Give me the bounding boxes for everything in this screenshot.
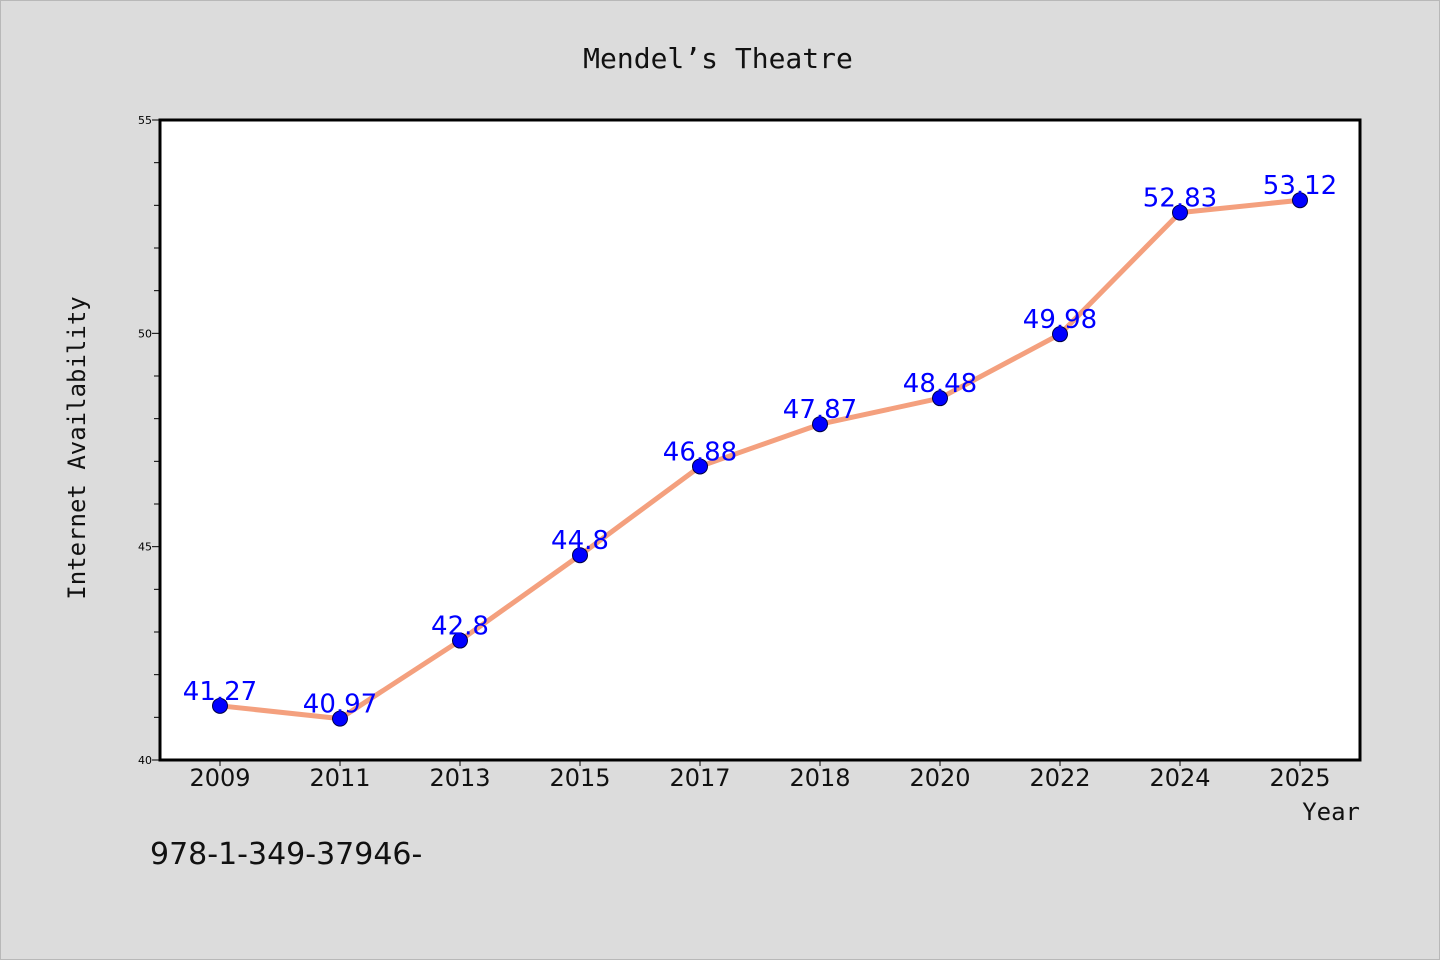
x-axis-label: Year (1302, 798, 1360, 826)
data-point (332, 710, 348, 727)
data-label: 46.88 (663, 437, 737, 467)
data-point (932, 390, 948, 407)
annotation-text: 978-1-349-37946- (150, 837, 422, 872)
x-tick-label: 2018 (789, 764, 850, 792)
data-label: 41.27 (183, 677, 257, 707)
y-tick-label: 40 (138, 754, 152, 767)
data-label: 44.8 (551, 526, 609, 556)
y-tick-label: 55 (138, 114, 152, 127)
data-label: 47.87 (783, 395, 857, 425)
x-tick-label: 2013 (429, 764, 490, 792)
x-tick-label: 2009 (189, 764, 250, 792)
data-labels: 41.27 40.97 42.8 44.8 46.88 47.87 48.48 49.98 52… (183, 171, 1337, 719)
data-point (1052, 326, 1068, 343)
data-label: 52.83 (1143, 184, 1217, 214)
data-label: 48.48 (903, 369, 977, 399)
chart-title: Mendel’s Theatre (583, 42, 853, 75)
x-tick-label: 2022 (1029, 764, 1090, 792)
data-point (692, 458, 708, 475)
data-label: 42.8 (431, 612, 489, 642)
x-tick-label: 2024 (1149, 764, 1210, 792)
x-axis: 2009 2011 2013 2015 2017 2018 2020 2022 2024 2025 (189, 760, 1331, 792)
data-label: 40.97 (303, 690, 377, 720)
y-tick-label: 50 (138, 327, 152, 340)
data-label: 49.98 (1023, 305, 1097, 335)
data-label: 53.12 (1263, 171, 1337, 201)
x-tick-label: 2011 (309, 764, 370, 792)
series-line (217, 197, 1303, 722)
data-points (212, 192, 1308, 727)
y-tick-label: 45 (138, 541, 152, 554)
x-tick-label: 2025 (1269, 764, 1330, 792)
data-point (212, 697, 228, 714)
y-axis: 40 45 50 55 (138, 114, 160, 767)
data-point (812, 416, 828, 433)
plot-area (158, 118, 1362, 762)
y-axis-label: Internet Availability (63, 296, 91, 599)
data-point (1292, 192, 1308, 209)
x-tick-label: 2015 (549, 764, 610, 792)
x-tick-label: 2020 (909, 764, 970, 792)
data-point (572, 547, 588, 564)
data-point (1172, 204, 1188, 221)
x-tick-label: 2017 (669, 764, 730, 792)
data-point (452, 632, 468, 649)
